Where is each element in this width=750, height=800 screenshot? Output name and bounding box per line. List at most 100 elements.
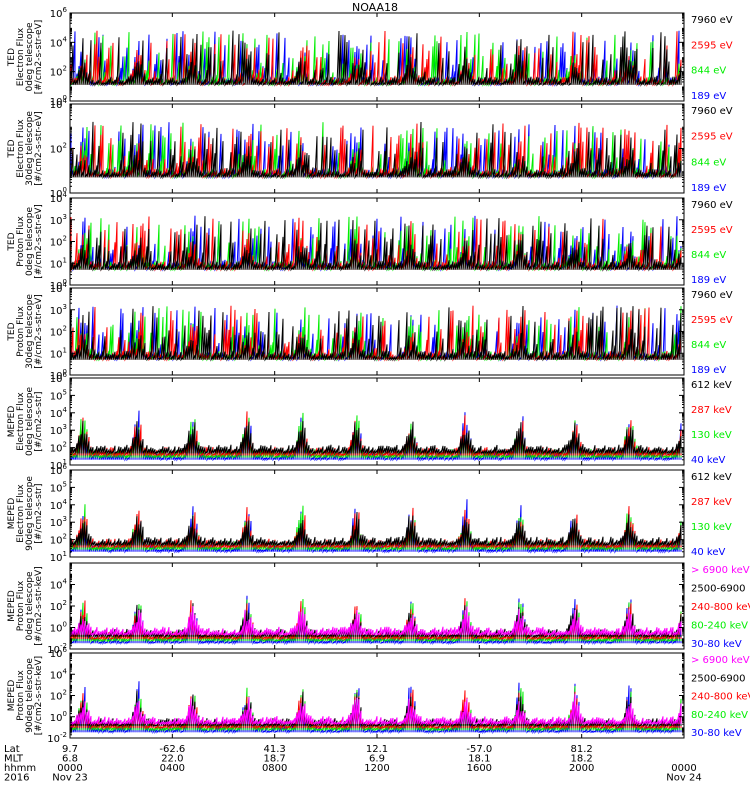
legend-287 keV: 287 keV <box>691 497 732 508</box>
y-tick-label: 100 <box>50 186 67 200</box>
y-axis-label: Electron Flux <box>16 484 26 543</box>
legend-287 keV: 287 keV <box>691 405 732 416</box>
legend-2595 eV: 2595 eV <box>691 315 733 326</box>
legend-240-800 keV: 240-800 keV <box>691 692 750 703</box>
x-axis-label: 0000 <box>671 763 696 774</box>
y-tick-label: 101 <box>50 458 67 472</box>
y-axis-label: 0deg telescope <box>25 207 35 277</box>
y-tick-label: 102 <box>50 533 67 547</box>
y-axis-label: [#/cm2-s-str] <box>34 391 44 451</box>
y-tick-label: 101 <box>50 550 67 564</box>
y-axis-label: MEPED <box>7 406 17 438</box>
y-tick-label: 105 <box>50 480 67 494</box>
x-axis-label: 0800 <box>262 763 287 774</box>
x-axis-label: 1600 <box>467 763 492 774</box>
series-trace-7960 eV <box>70 216 682 272</box>
legend-240-800 keV: 240-800 keV <box>691 602 750 613</box>
y-tick-label: 102 <box>50 689 67 703</box>
y-axis-label: MEPED <box>7 498 17 530</box>
x-axis-label: 6.8 <box>62 754 78 765</box>
series-trace-612 keV <box>70 420 682 456</box>
y-axis-label: 30deg telescope <box>25 111 35 186</box>
legend-40 keV: 40 keV <box>691 455 725 466</box>
series-trace-> 6900 keV <box>70 693 682 726</box>
x-row-label: hhmm <box>4 763 36 774</box>
x-axis-label: Nov 23 <box>52 773 87 784</box>
x-axis-label: 81.2 <box>571 744 593 755</box>
legend-30-80 keV: 30-80 keV <box>691 639 742 650</box>
y-tick-label: 106 <box>50 463 68 477</box>
series-trace-612 keV <box>70 511 682 548</box>
legend-189 eV: 189 eV <box>691 365 726 376</box>
legend-844 eV: 844 eV <box>691 157 726 168</box>
x-axis-label: -57.0 <box>466 744 492 755</box>
y-tick-label: 104 <box>50 97 68 111</box>
legend-844 eV: 844 eV <box>691 66 726 77</box>
legend-2595 eV: 2595 eV <box>691 132 733 143</box>
legend-7960 eV: 7960 eV <box>691 15 733 26</box>
y-axis-label: [#/cm2-s-str-keV] <box>34 656 44 735</box>
x-axis-label: 9.7 <box>62 744 78 755</box>
x-axis-label: 0000 <box>57 763 82 774</box>
legend-189 eV: 189 eV <box>691 275 726 286</box>
y-tick-label: 100 <box>50 710 67 724</box>
y-axis-label: [#/cm2-s-str-eV] <box>34 111 44 186</box>
y-axis-label: 30deg telescope <box>25 294 35 369</box>
series-trace-130 keV <box>70 412 682 460</box>
legend-> 6900 keV: > 6900 keV <box>691 565 750 576</box>
x-axis-label: -62.6 <box>159 744 185 755</box>
x-row-label: Lat <box>4 744 20 755</box>
series-trace-> 6900 keV <box>70 606 682 637</box>
panel-2: 100 102 104 TED Electron Flux 30deg telescope… <box>7 97 733 200</box>
legend-612 keV: 612 keV <box>691 472 732 483</box>
y-tick-label: 100 <box>50 621 67 635</box>
legend-844 eV: 844 eV <box>691 340 726 351</box>
panel-1: 100 102 104 106 TED Electron Flux 0deg telesco… <box>7 6 733 108</box>
panel-4: 100 101 102 103 104 TED Proton Flux 30deg teles… <box>7 281 733 382</box>
legend-80-240 keV: 80-240 keV <box>691 621 748 632</box>
y-tick-label: 106 <box>50 371 68 385</box>
legend-2595 eV: 2595 eV <box>691 225 733 236</box>
y-tick-label: 10-2 <box>47 731 67 745</box>
y-axis-label: [#/cm2-s-str-eV] <box>34 204 44 279</box>
x-axis-label: 22.0 <box>161 754 183 765</box>
y-axis-label: TED <box>7 232 17 251</box>
panel-3: 100 101 102 103 104 TED Proton Flux 0deg telesc… <box>7 191 733 292</box>
y-axis-label: TED <box>7 322 17 341</box>
series-trace-7960 eV <box>70 30 682 87</box>
y-tick-label: 101 <box>50 256 67 270</box>
y-tick-label: 102 <box>50 599 67 613</box>
legend-189 eV: 189 eV <box>691 91 726 102</box>
legend-2500-6900: 2500-6900 <box>691 673 746 684</box>
legend-130 keV: 130 keV <box>691 522 732 533</box>
y-tick-label: 102 <box>50 142 67 156</box>
y-tick-label: 104 <box>50 35 68 49</box>
x-row-label: MLT <box>4 754 24 765</box>
legend-7960 eV: 7960 eV <box>691 200 733 211</box>
y-axis-label: Proton Flux <box>16 306 26 357</box>
y-axis-label: Electron Flux <box>16 27 26 86</box>
x-axis-label: 6.9 <box>369 754 385 765</box>
y-axis-label: TED <box>7 48 17 67</box>
y-tick-label: 102 <box>50 235 67 249</box>
x-axis-label: 18.1 <box>468 754 490 765</box>
legend-844 eV: 844 eV <box>691 250 726 261</box>
y-axis-label: Electron Flux <box>16 392 26 451</box>
y-tick-label: 102 <box>50 441 67 455</box>
series-trace-7960 eV <box>70 121 682 180</box>
legend-80-240 keV: 80-240 keV <box>691 710 748 721</box>
y-tick-label: 104 <box>50 667 68 681</box>
y-tick-label: 102 <box>50 65 67 79</box>
panel-8: 10-2 100 102 104 106 MEPED Proton Flux 90deg te… <box>7 646 750 745</box>
y-tick-label: 106 <box>50 6 68 20</box>
y-tick-label: 10-2 <box>47 642 67 656</box>
y-axis-label: 90deg telescope <box>25 658 35 733</box>
y-tick-label: 103 <box>50 515 67 529</box>
y-axis-label: Electron Flux <box>16 119 26 178</box>
x-axis-label: 12.1 <box>366 744 388 755</box>
y-axis-label: [#/cm2-s-str-keV] <box>34 566 44 645</box>
y-tick-label: 104 <box>50 406 68 420</box>
y-axis-label: [#/cm2-s-str-eV] <box>34 294 44 369</box>
y-axis-label: 0deg telescope <box>25 22 35 92</box>
y-tick-label: 103 <box>50 213 67 227</box>
